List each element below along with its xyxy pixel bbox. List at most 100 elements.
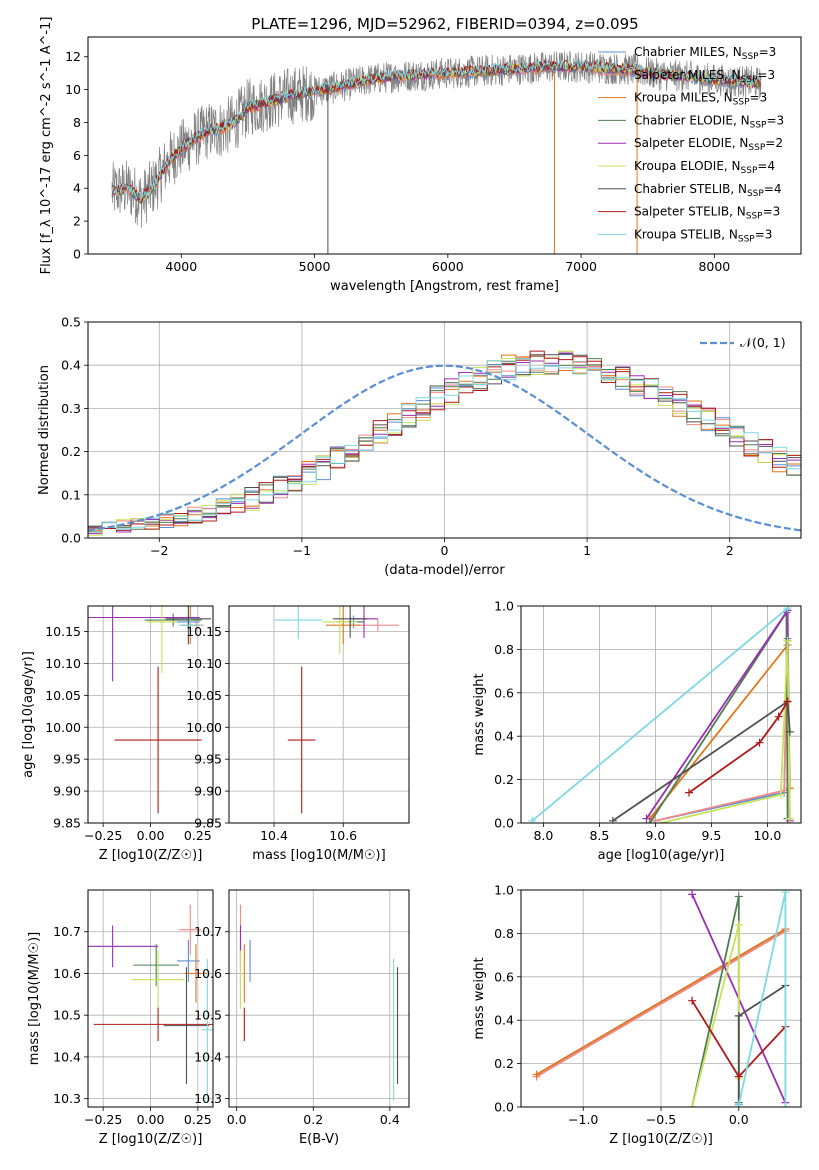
- series-marker: [532, 1070, 541, 1079]
- legend-entry-kroupa-elodie: Kroupa ELODIE, NSSP=4: [634, 159, 775, 176]
- plot-area: [274, 606, 399, 814]
- series-chabrier-elodie: [688, 892, 743, 1107]
- plot-area: [88, 606, 212, 814]
- x-tick-label: −1.0: [568, 1112, 598, 1127]
- errorbar-kroupa-stelib: [201, 958, 213, 1101]
- normal-distribution-curve: [88, 364, 801, 532]
- series-marker: [734, 1100, 743, 1107]
- x-tick-label: 0.25: [184, 828, 212, 843]
- y-tick-label: 0.8: [494, 642, 514, 657]
- series-salpeter-stelib: [685, 697, 792, 797]
- series-line: [649, 642, 791, 820]
- axes-frame: [87, 605, 214, 824]
- y-tick-label: 0.6: [494, 685, 514, 700]
- errorbar-salpeter-elodie: [88, 606, 200, 682]
- x-axis-label: wavelength [Angstrom, rest frame]: [330, 279, 559, 294]
- series-marker: [688, 890, 697, 899]
- y-tick-label: 9.90: [194, 784, 222, 799]
- y-tick-label: 10.10: [45, 656, 81, 671]
- y-tick-label: 9.95: [194, 752, 222, 767]
- y-tick-label: 10.6: [53, 966, 81, 981]
- series-marker: [774, 712, 783, 721]
- panel-mass_weight_vs_age: 8.0 8.5 9.0 9.5 10.0 0.0 0.2 0.4 0.6 0.8 1.0 age [l…: [472, 599, 802, 863]
- y-tick-label: 0.4: [494, 1013, 514, 1028]
- panel-residuals: −2 −1 0 1 2 0.0 0.1 0.2 0.3 0.4 0.5 (data-model)/er…: [37, 315, 802, 578]
- y-tick-label: 10.7: [53, 924, 81, 939]
- errorbar-salpeter-miles: [357, 618, 399, 632]
- series-marker: [776, 790, 785, 799]
- x-tick-label: 0.00: [137, 1112, 165, 1127]
- panel-mass_weight_vs_Z: −1.0 −0.5 0.0 0.0 0.2 0.4 0.6 0.8 1.0 Z [log10(Z/…: [472, 883, 802, 1147]
- series-kroupa-stelib: [528, 606, 792, 823]
- errorbar-kroupa-elodie: [146, 606, 178, 674]
- series-line: [691, 924, 740, 1107]
- y-tick-label: 2: [73, 214, 81, 229]
- errorbar-salpeter-elodie: [88, 925, 159, 968]
- series-line: [737, 892, 787, 1107]
- errorbar-kroupa-stelib: [178, 618, 202, 632]
- x-tick-label: 10.6: [329, 828, 357, 843]
- x-tick-label: 5000: [299, 259, 331, 274]
- series-line: [691, 896, 740, 1107]
- plot-area: [528, 606, 794, 823]
- errorbar-chabrier-stelib: [165, 606, 212, 645]
- y-axis-label: Normed distribution: [37, 365, 52, 495]
- y-tick-label: 10.3: [53, 1091, 81, 1106]
- y-tick-label: 0.0: [61, 531, 81, 546]
- series-line: [536, 930, 786, 1078]
- x-tick-label: 0.0: [729, 1112, 749, 1127]
- series-line: [531, 607, 789, 822]
- y-tick-label: 8: [73, 115, 81, 130]
- histogram-salpeter-stelib: [88, 350, 801, 531]
- x-axis-label: Z [log10(Z/Z☉)]: [99, 848, 203, 863]
- errorbar-chabrier-stelib: [332, 606, 368, 638]
- y-tick-label: 10.15: [186, 624, 222, 639]
- series-line: [649, 609, 789, 823]
- model-spectrum-kroupa-stelib: [111, 58, 761, 202]
- x-tick-label: 0.00: [137, 828, 165, 843]
- series-marker: [783, 636, 792, 645]
- model-spectrum-salpeter-stelib: [111, 59, 761, 202]
- y-axis-label: mass [log10(M/M☉)]: [27, 932, 42, 1065]
- series-marker: [785, 814, 794, 823]
- errorbar-chabrier-elodie: [133, 944, 179, 986]
- y-tick-label: 9.95: [53, 752, 81, 767]
- x-axis-label: Z [log10(Z/Z☉)]: [99, 1132, 203, 1147]
- y-tick-label: 10.4: [53, 1049, 81, 1064]
- y-tick-label: 6: [73, 148, 81, 163]
- legend-entry-salpeter-elodie: Salpeter ELODIE, NSSP=2: [634, 136, 783, 153]
- legend-entry-chabrier-stelib: Chabrier STELIB, NSSP=4: [634, 182, 782, 199]
- x-tick-label: 0.0: [227, 1112, 247, 1127]
- errorbar-kroupa-elodie: [322, 606, 358, 654]
- plot-area: [88, 350, 801, 536]
- errorbar-salpeter-stelib: [93, 1007, 213, 1042]
- y-tick-label: 10.15: [45, 624, 81, 639]
- series-marker: [688, 996, 697, 1005]
- y-tick-label: 9.85: [194, 816, 222, 831]
- y-tick-label: 10.5: [194, 1008, 222, 1023]
- series-marker: [657, 819, 665, 823]
- series-chabrier-stelib: [608, 697, 794, 823]
- errorbar-salpeter-stelib: [114, 666, 202, 814]
- x-tick-label: 8.5: [589, 828, 609, 843]
- series-marker: [781, 890, 790, 897]
- x-tick-label: 9.0: [645, 828, 665, 843]
- y-tick-label: 1.0: [494, 599, 514, 614]
- series-marker: [734, 1011, 743, 1020]
- y-tick-label: 12: [65, 49, 81, 64]
- y-tick-label: 10.00: [45, 720, 81, 735]
- panel-mass_vs_ebv: 0.0 0.2 0.4 10.3 10.4 10.5 10.6 10.7 E(B-V): [194, 889, 410, 1147]
- y-tick-label: 0.3: [61, 401, 81, 416]
- legend-entry-normal: 𝒩(0, 1): [740, 335, 786, 350]
- errorbar-salpeter-miles: [178, 904, 202, 955]
- x-tick-label: 10.0: [753, 828, 781, 843]
- series-marker: [642, 814, 651, 823]
- errorbar-salpeter-stelib: [287, 666, 316, 814]
- y-axis-label: mass weight: [472, 957, 487, 1039]
- axes-frame: [87, 36, 802, 255]
- x-tick-label: 6000: [432, 259, 464, 274]
- x-axis-label: (data-model)/error: [384, 563, 505, 578]
- histogram-kroupa-stelib: [88, 358, 801, 530]
- series-line: [660, 640, 791, 823]
- y-tick-label: 0.2: [61, 444, 81, 459]
